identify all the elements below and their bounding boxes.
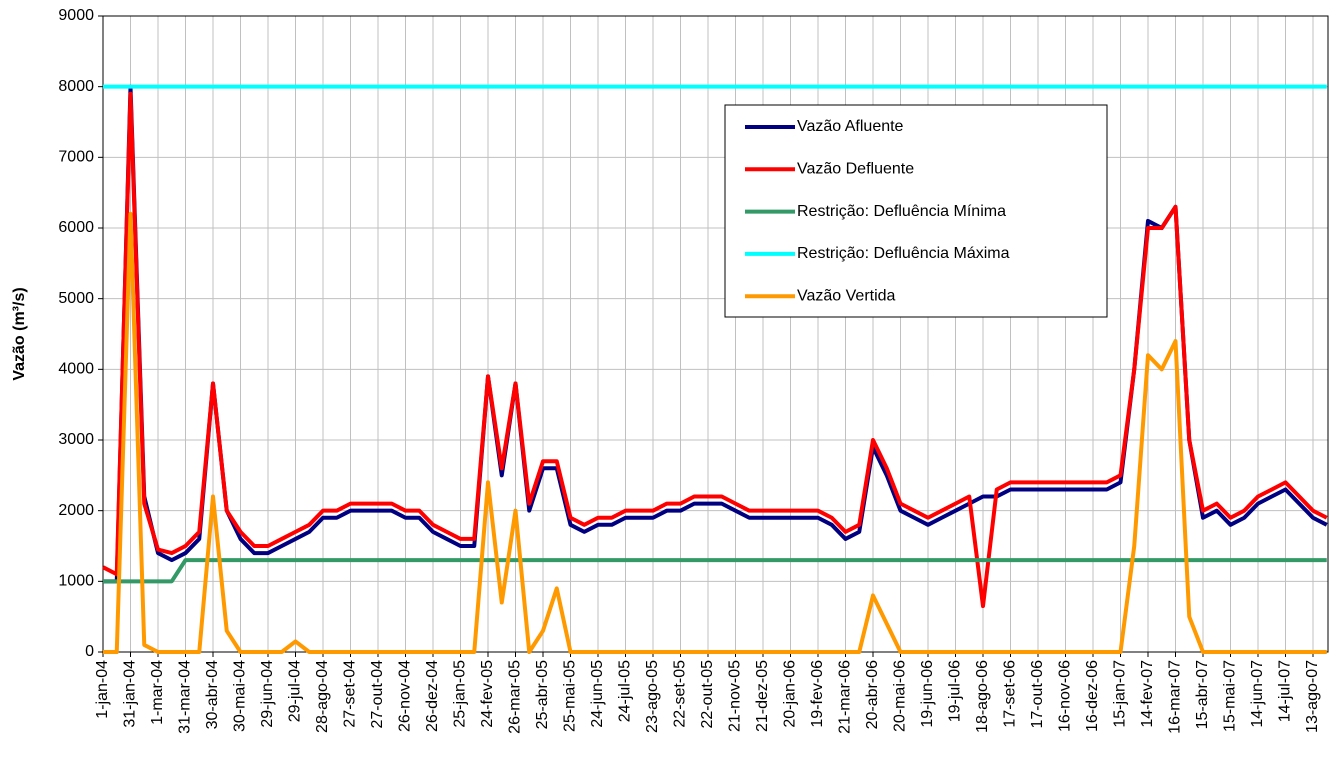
series-line: [103, 211, 1327, 654]
x-tick-label: 30-mai-04: [232, 660, 249, 732]
x-tick-label: 17-set-06: [1002, 660, 1019, 728]
x-tick-label: 24-jul-05: [617, 660, 634, 722]
x-tick-label: 24-fev-05: [479, 660, 496, 728]
x-tick-label: 20-abr-06: [864, 660, 881, 729]
series-line: [103, 558, 1327, 584]
x-tick-label: 14-jul-07: [1277, 660, 1294, 722]
x-tick-label: 16-dez-06: [1084, 660, 1101, 732]
legend-label: Vazão Vertida: [797, 287, 896, 304]
y-tick-label: 4000: [58, 361, 94, 378]
x-tick-label: 29-jul-04: [287, 660, 304, 722]
x-tick-label: 1-jan-04: [94, 660, 111, 719]
x-tick-label: 25-abr-05: [534, 660, 551, 729]
y-axis-label: Vazão (m³/s): [11, 287, 28, 380]
x-tick-label: 26-nov-04: [397, 660, 414, 732]
x-tick-label: 13-ago-07: [1304, 660, 1321, 733]
x-tick-label: 19-jun-06: [919, 660, 936, 728]
x-tick-label: 15-abr-07: [1194, 660, 1211, 729]
y-tick-label: 0: [85, 643, 94, 660]
x-tick-label: 28-ago-04: [314, 660, 331, 733]
x-tick-label: 23-ago-05: [644, 660, 661, 733]
x-tick-label: 21-nov-05: [727, 660, 744, 732]
x-tick-label: 26-dez-04: [424, 660, 441, 732]
x-tick-label: 29-jun-04: [259, 660, 276, 728]
x-tick-label: 18-ago-06: [974, 660, 991, 733]
x-tick-label: 24-jun-05: [589, 660, 606, 728]
series-line: [102, 91, 1328, 609]
x-tick-label: 21-dez-05: [754, 660, 771, 732]
x-tick-label: 26-mar-05: [507, 660, 524, 734]
legend-label: Restrição: Defluência Mínima: [797, 203, 1006, 220]
legend: Vazão Afluente Vazão Defluente Restrição: …: [724, 104, 1108, 318]
x-tick-label: 31-mar-04: [177, 660, 194, 734]
x-tick-label: 14-jun-07: [1249, 660, 1266, 728]
x-tick-label: 16-mar-07: [1167, 660, 1184, 734]
x-tick-label: 27-set-04: [342, 660, 359, 728]
x-tick-label: 22-out-05: [699, 660, 716, 729]
legend-label: Restrição: Defluência Máxima: [797, 245, 1010, 262]
x-tick-label: 19-fev-06: [809, 660, 826, 728]
x-tick-label: 15-mai-07: [1222, 660, 1239, 732]
x-tick-label: 15-jan-07: [1112, 660, 1129, 728]
legend-label: Vazão Defluente: [797, 161, 914, 178]
y-tick-label: 7000: [58, 149, 94, 166]
y-tick-label: 5000: [58, 290, 94, 307]
x-tick-label: 21-mar-06: [837, 660, 854, 734]
x-tick-label: 22-set-05: [672, 660, 689, 728]
x-tick-label: 19-jul-06: [947, 660, 964, 722]
x-tick-label: 20-mai-06: [892, 660, 909, 732]
y-tick-label: 6000: [58, 219, 94, 236]
x-tick-label: 25-jan-05: [452, 660, 469, 728]
x-tick-label: 16-nov-06: [1057, 660, 1074, 732]
x-tick-label: 31-jan-04: [122, 660, 139, 728]
x-tick-label: 1-mar-04: [149, 660, 166, 725]
x-tick-label: 14-fev-07: [1139, 660, 1156, 728]
x-tick-label: 25-mai-05: [562, 660, 579, 732]
x-tick-label: 20-jan-06: [782, 660, 799, 728]
x-tick-label: 27-out-04: [369, 660, 386, 729]
plot-area: [103, 16, 1328, 652]
y-tick-label: 9000: [58, 7, 94, 24]
y-tick-label: 1000: [58, 573, 94, 590]
y-tick-label: 8000: [58, 78, 94, 95]
legend-label: Vazão Afluente: [797, 118, 904, 135]
y-tick-label: 3000: [58, 431, 94, 448]
y-tick-label: 2000: [58, 502, 94, 519]
x-tick-label: 30-abr-04: [204, 660, 221, 729]
x-tick-label: 17-out-06: [1029, 660, 1046, 729]
